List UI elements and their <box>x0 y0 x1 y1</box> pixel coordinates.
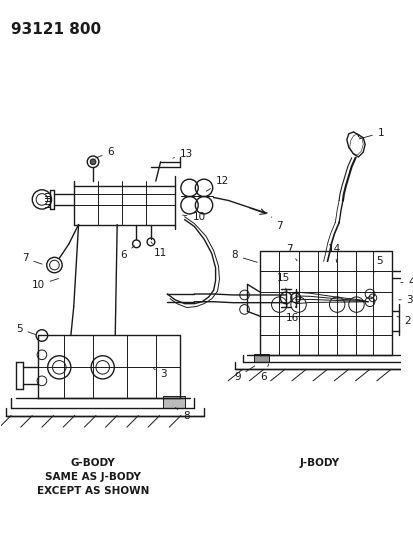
Bar <box>254 354 268 361</box>
Text: 2: 2 <box>396 316 411 326</box>
Text: 5: 5 <box>16 324 36 335</box>
Text: 4: 4 <box>400 277 413 287</box>
Text: 8: 8 <box>230 251 257 262</box>
Text: 14: 14 <box>327 244 340 262</box>
Text: 6: 6 <box>260 364 268 382</box>
Text: 1: 1 <box>358 128 383 139</box>
Text: 6: 6 <box>120 246 134 261</box>
Text: 5: 5 <box>373 256 382 272</box>
Text: 10: 10 <box>32 278 58 290</box>
Text: 7: 7 <box>271 217 282 231</box>
Text: G-BODY
SAME AS J-BODY
EXCEPT AS SHOWN: G-BODY SAME AS J-BODY EXCEPT AS SHOWN <box>37 458 149 496</box>
Text: 6: 6 <box>95 147 114 158</box>
Text: 16: 16 <box>285 306 299 323</box>
Circle shape <box>90 159 96 165</box>
Text: 12: 12 <box>206 176 228 191</box>
Text: 10: 10 <box>182 212 205 222</box>
Text: 3: 3 <box>398 295 412 305</box>
Text: 15: 15 <box>276 272 289 289</box>
Text: 93121 800: 93121 800 <box>11 22 101 37</box>
Text: 11: 11 <box>151 242 167 259</box>
Text: 7: 7 <box>285 244 296 261</box>
Bar <box>163 396 184 408</box>
Text: 7: 7 <box>22 253 42 264</box>
Text: 3: 3 <box>153 369 167 379</box>
Text: 8: 8 <box>175 408 189 421</box>
Text: J-BODY: J-BODY <box>299 458 339 468</box>
Text: 13: 13 <box>173 149 193 159</box>
Text: 9: 9 <box>233 366 254 382</box>
